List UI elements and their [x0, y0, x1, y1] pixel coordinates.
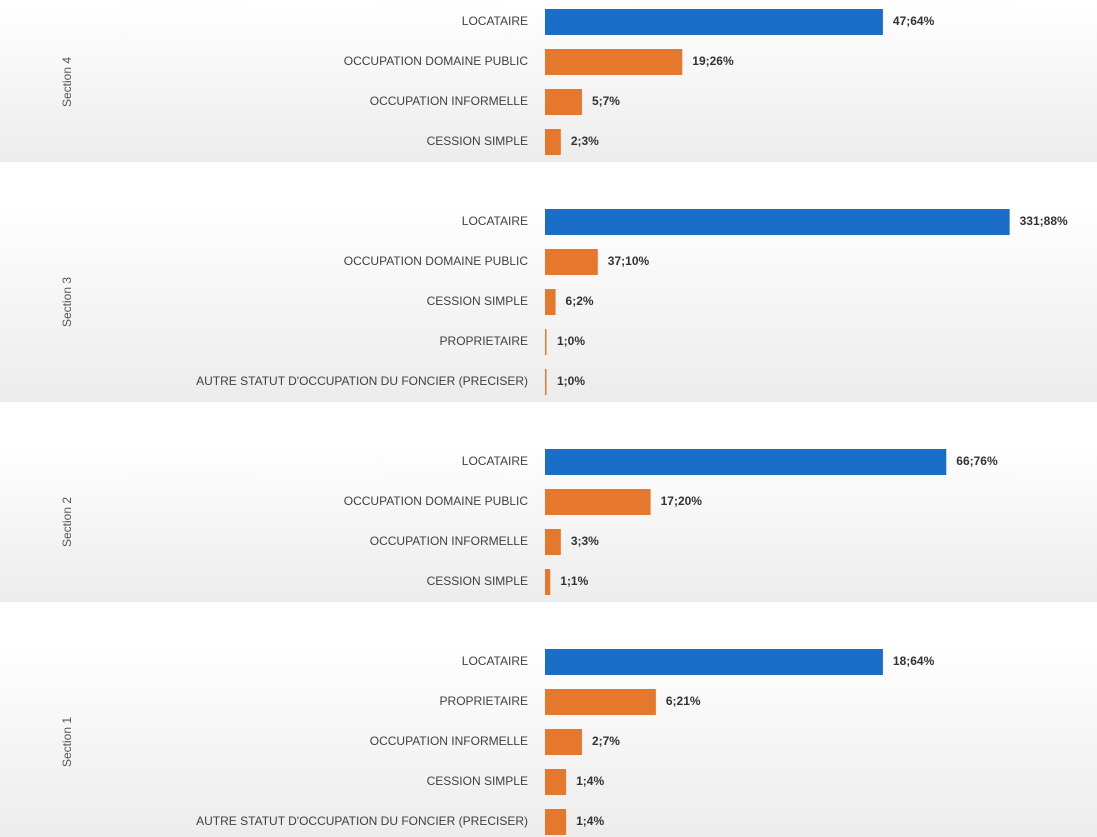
- value-label: 1;4%: [576, 814, 604, 828]
- value-label: 47;64%: [893, 14, 935, 28]
- category-label: OCCUPATION INFORMELLE: [370, 734, 528, 748]
- value-label: 2;3%: [571, 134, 599, 148]
- value-label: 17;20%: [661, 494, 703, 508]
- bar: [545, 369, 547, 395]
- bar: [545, 9, 883, 35]
- category-label: CESSION SIMPLE: [427, 774, 528, 788]
- section-label: Section 4: [60, 57, 74, 107]
- bar: [545, 249, 598, 275]
- value-label: 331;88%: [1020, 214, 1068, 228]
- section-label: Section 3: [60, 277, 74, 327]
- section-label: Section 1: [60, 717, 74, 767]
- bar: [545, 529, 561, 555]
- value-label: 66;76%: [956, 454, 998, 468]
- bar: [545, 729, 582, 755]
- category-label: OCCUPATION INFORMELLE: [370, 94, 528, 108]
- value-label: 1;0%: [557, 334, 585, 348]
- value-label: 2;7%: [592, 734, 620, 748]
- value-label: 3;3%: [571, 534, 599, 548]
- bar: [545, 129, 561, 155]
- category-label: OCCUPATION DOMAINE PUBLIC: [344, 54, 529, 68]
- category-label: AUTRE STATUT D'OCCUPATION DU FONCIER (PR…: [196, 374, 528, 388]
- bar: [545, 89, 582, 115]
- bar: [545, 449, 947, 475]
- section-label: Section 2: [60, 497, 74, 547]
- value-label: 19;26%: [692, 54, 734, 68]
- bar: [545, 209, 1010, 235]
- value-label: 6;21%: [666, 694, 701, 708]
- bar: [545, 809, 567, 835]
- category-label: PROPRIETAIRE: [440, 334, 528, 348]
- category-label: AUTRE STATUT D'OCCUPATION DU FONCIER (PR…: [196, 814, 528, 828]
- category-label: OCCUPATION DOMAINE PUBLIC: [344, 494, 529, 508]
- value-label: 1;1%: [560, 574, 588, 588]
- category-label: OCCUPATION DOMAINE PUBLIC: [344, 254, 529, 268]
- category-label: PROPRIETAIRE: [440, 694, 528, 708]
- category-label: LOCATAIRE: [462, 214, 528, 228]
- bar: [545, 649, 883, 675]
- category-label: OCCUPATION INFORMELLE: [370, 534, 528, 548]
- bar: [545, 569, 551, 595]
- bar: [545, 49, 683, 75]
- value-label: 18;64%: [893, 654, 935, 668]
- category-label: LOCATAIRE: [462, 14, 528, 28]
- category-label: CESSION SIMPLE: [427, 294, 528, 308]
- category-label: CESSION SIMPLE: [427, 134, 528, 148]
- value-label: 37;10%: [608, 254, 650, 268]
- value-label: 1;4%: [576, 774, 604, 788]
- category-label: LOCATAIRE: [462, 654, 528, 668]
- category-label: LOCATAIRE: [462, 454, 528, 468]
- bar: [545, 329, 547, 355]
- category-label: CESSION SIMPLE: [427, 574, 528, 588]
- bar: [545, 769, 567, 795]
- value-label: 6;2%: [566, 294, 594, 308]
- bar: [545, 489, 651, 515]
- value-label: 1;0%: [557, 374, 585, 388]
- bar: [545, 689, 656, 715]
- bar: [545, 289, 556, 315]
- value-label: 5;7%: [592, 94, 620, 108]
